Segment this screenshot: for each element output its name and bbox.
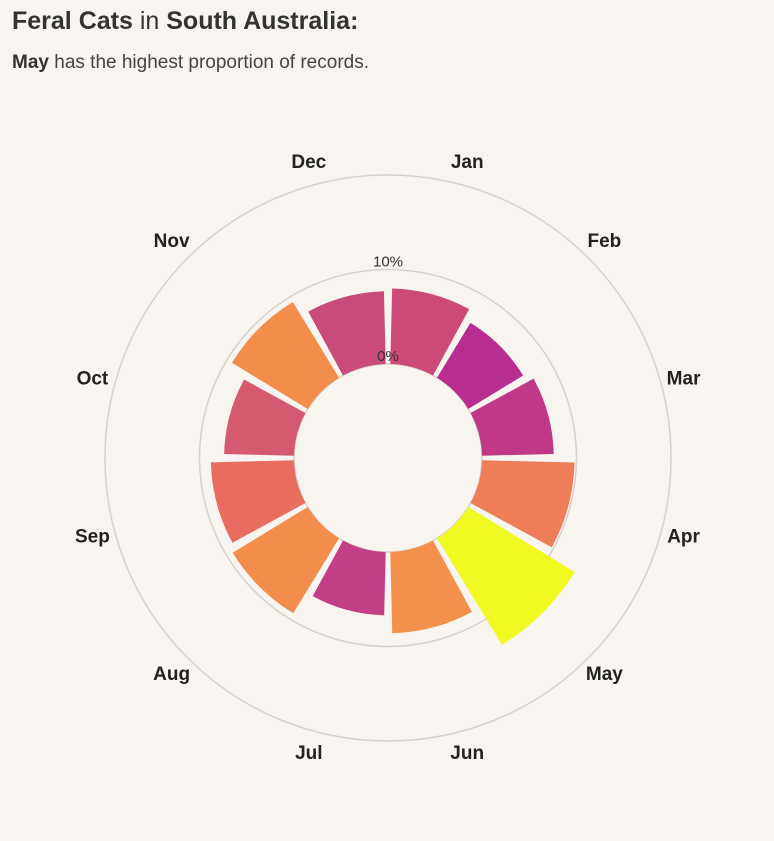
bar-jul[interactable] xyxy=(312,540,386,616)
title-region: South Australia xyxy=(166,7,351,35)
month-label-jan: Jan xyxy=(451,152,484,173)
month-label-aug: Aug xyxy=(153,664,190,685)
tick-label-0: 0% xyxy=(377,348,399,365)
grid-circle-10 xyxy=(198,268,578,648)
title-colon: : xyxy=(350,7,359,35)
radial-grid xyxy=(104,174,672,742)
bar-oct[interactable] xyxy=(224,379,306,456)
month-label-jun: Jun xyxy=(450,743,484,764)
month-label-apr: Apr xyxy=(667,527,700,548)
month-label-mar: Mar xyxy=(667,368,701,389)
radial-tick-labels: 0% 10% xyxy=(373,254,403,366)
month-labels: Jan Feb Mar Apr May Jun Jul Aug Sep Oct Nov Dec xyxy=(75,152,701,764)
month-label-may: May xyxy=(586,664,623,685)
radial-bars xyxy=(210,288,575,645)
title-in: in xyxy=(132,7,167,35)
month-label-oct: Oct xyxy=(77,368,109,389)
bar-nov[interactable] xyxy=(231,301,340,410)
bar-aug[interactable] xyxy=(232,506,340,614)
subtitle-month: May xyxy=(12,52,49,73)
bar-feb[interactable] xyxy=(436,322,524,410)
bar-may[interactable] xyxy=(436,506,575,645)
grid-circle-20 xyxy=(104,174,672,742)
grid-circle-0 xyxy=(293,363,483,553)
month-label-nov: Nov xyxy=(154,231,190,252)
bar-apr[interactable] xyxy=(470,460,575,548)
month-label-dec: Dec xyxy=(291,152,326,173)
bar-jan[interactable] xyxy=(390,288,470,376)
bar-sep[interactable] xyxy=(210,460,306,543)
bar-mar[interactable] xyxy=(470,378,554,456)
tick-label-10: 10% xyxy=(373,254,403,271)
month-label-jul: Jul xyxy=(295,743,322,764)
month-label-feb: Feb xyxy=(587,231,621,252)
bar-dec[interactable] xyxy=(308,291,386,376)
month-label-sep: Sep xyxy=(75,527,110,548)
chart-title: Feral Cats in South Australia: xyxy=(12,4,358,38)
subtitle-text: has the highest proportion of records. xyxy=(48,52,369,73)
chart-subtitle: May has the highest proportion of record… xyxy=(12,50,369,76)
title-species: Feral Cats xyxy=(12,7,133,35)
bar-jun[interactable] xyxy=(390,540,472,634)
